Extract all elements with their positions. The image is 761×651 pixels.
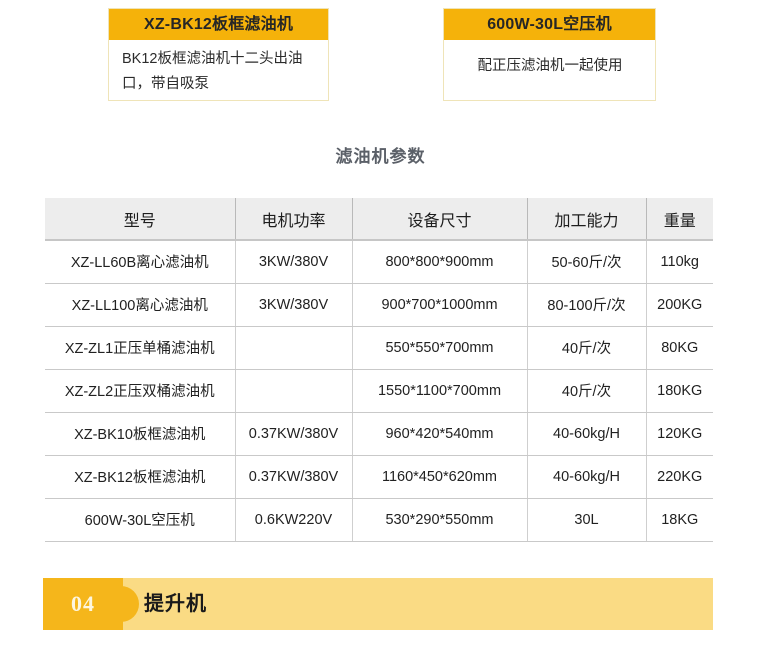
cell-power (234, 369, 352, 413)
cell-power (234, 326, 352, 370)
cell-power: 0.37KW/380V (234, 455, 352, 499)
table-row: XZ-LL60B离心滤油机 3KW/380V 800*800*900mm 50-… (45, 239, 713, 284)
cell-model: XZ-ZL1正压单桶滤油机 (45, 326, 235, 370)
column-header-weight: 重量 (645, 198, 713, 241)
section-banner-lift: 04 提升机 (43, 578, 713, 630)
cell-size: 1550*1100*700mm (351, 369, 527, 413)
cell-model: XZ-BK10板框滤油机 (45, 412, 235, 456)
cell-model: XZ-BK12板框滤油机 (45, 455, 235, 499)
product-card-description: 配正压滤油机一起使用 (477, 58, 623, 74)
cell-weight: 110kg (645, 239, 713, 284)
cell-size: 530*290*550mm (351, 498, 527, 542)
cell-model: XZ-LL60B离心滤油机 (45, 239, 235, 284)
column-header-power: 电机功率 (234, 198, 352, 241)
table-header-row: 型号 电机功率 设备尺寸 加工能力 重量 (45, 198, 713, 241)
filter-machine-spec-table: 型号 电机功率 设备尺寸 加工能力 重量 XZ-LL60B离心滤油机 3KW/3… (45, 198, 713, 542)
cell-capacity: 50-60斤/次 (526, 239, 646, 284)
product-card-title: XZ-BK12板框滤油机 (109, 9, 328, 40)
cell-weight: 180KG (645, 369, 713, 413)
table-row: XZ-BK10板框滤油机 0.37KW/380V 960*420*540mm 4… (45, 412, 713, 456)
cell-weight: 80KG (645, 326, 713, 370)
cell-power: 3KW/380V (234, 239, 352, 284)
banner-number-block (43, 578, 123, 630)
cell-weight: 120KG (645, 412, 713, 456)
cell-capacity: 80-100斤/次 (526, 283, 646, 327)
table-body: XZ-LL60B离心滤油机 3KW/380V 800*800*900mm 50-… (45, 239, 713, 542)
cell-capacity: 40斤/次 (526, 326, 646, 370)
cell-size: 550*550*700mm (351, 326, 527, 370)
cell-size: 800*800*900mm (351, 239, 527, 284)
cell-weight: 220KG (645, 455, 713, 499)
table-row: XZ-ZL1正压单桶滤油机 550*550*700mm 40斤/次 80KG (45, 326, 713, 370)
cell-model: XZ-ZL2正压双桶滤油机 (45, 369, 235, 413)
cell-capacity: 30L (526, 498, 646, 542)
product-card-bk12: XZ-BK12板框滤油机 BK12板框滤油机十二头出油口，带自吸泵 (108, 8, 329, 101)
banner-background (43, 578, 713, 630)
product-cards-row: XZ-BK12板框滤油机 BK12板框滤油机十二头出油口，带自吸泵 600W-3… (0, 0, 761, 112)
column-header-capacity: 加工能力 (526, 198, 646, 241)
product-card-title: 600W-30L空压机 (444, 9, 655, 40)
cell-weight: 18KG (645, 498, 713, 542)
table-row: XZ-ZL2正压双桶滤油机 1550*1100*700mm 40斤/次 180K… (45, 369, 713, 413)
cell-size: 1160*450*620mm (351, 455, 527, 499)
product-card-description: BK12板框滤油机十二头出油口，带自吸泵 (122, 51, 303, 92)
cell-capacity: 40-60kg/H (526, 412, 646, 456)
cell-capacity: 40-60kg/H (526, 455, 646, 499)
table-row: XZ-BK12板框滤油机 0.37KW/380V 1160*450*620mm … (45, 455, 713, 499)
cell-power: 0.37KW/380V (234, 412, 352, 456)
cell-size: 960*420*540mm (351, 412, 527, 456)
table-row: XZ-LL100离心滤油机 3KW/380V 900*700*1000mm 80… (45, 283, 713, 327)
banner-number: 04 (71, 591, 95, 616)
column-header-size: 设备尺寸 (351, 198, 527, 241)
cell-power: 3KW/380V (234, 283, 352, 327)
cell-size: 900*700*1000mm (351, 283, 527, 327)
cell-capacity: 40斤/次 (526, 369, 646, 413)
product-card-compressor: 600W-30L空压机 配正压滤油机一起使用 (443, 8, 656, 101)
cell-model: 600W-30L空压机 (45, 498, 235, 542)
page-title: 滤油机参数 (335, 147, 426, 166)
table-row: 600W-30L空压机 0.6KW220V 530*290*550mm 30L … (45, 498, 713, 542)
cell-model: XZ-LL100离心滤油机 (45, 283, 235, 327)
cell-power: 0.6KW220V (234, 498, 352, 542)
cell-weight: 200KG (645, 283, 713, 327)
banner-label: 提升机 (144, 593, 207, 615)
column-header-model: 型号 (45, 198, 235, 241)
